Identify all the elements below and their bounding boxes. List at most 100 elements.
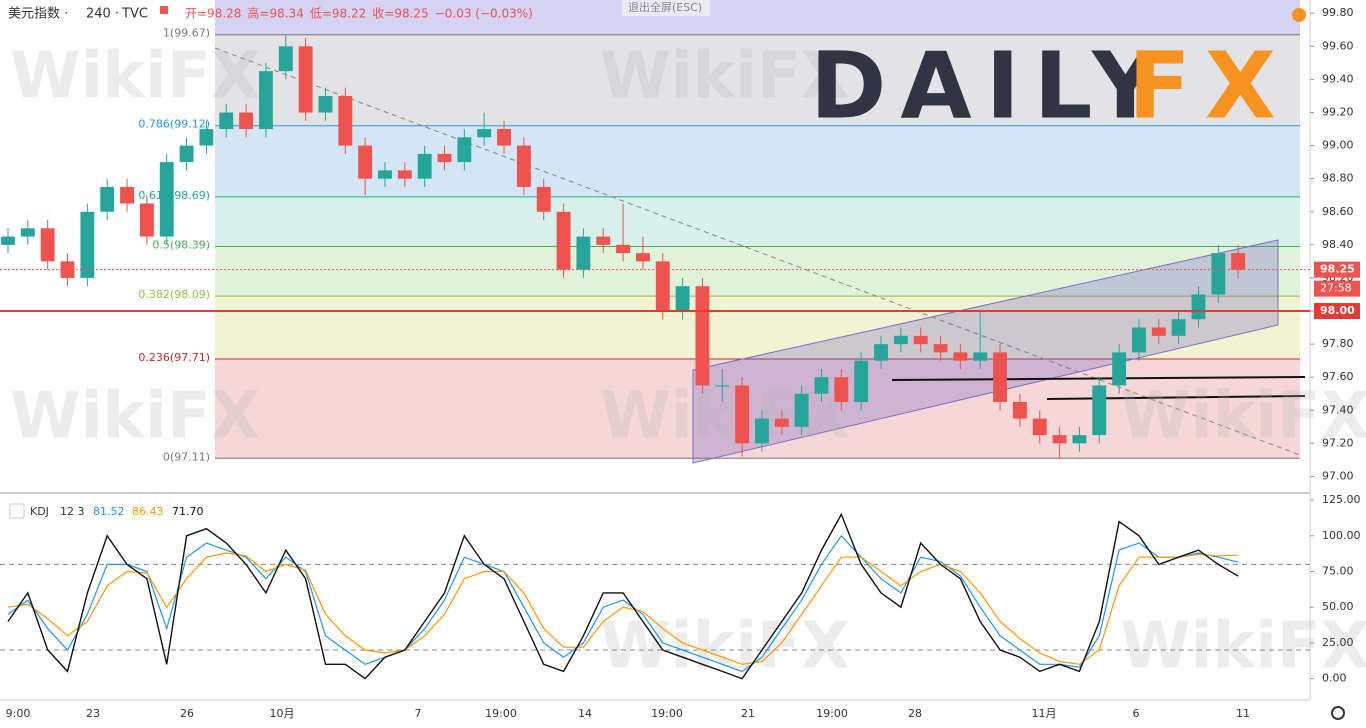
candle-body [1211, 253, 1226, 295]
exit-fullscreen[interactable]: 退出全屏(ESC) [628, 0, 702, 14]
candle-body [60, 261, 75, 278]
x-tick-label: 10月 [270, 707, 295, 720]
candle-body [774, 418, 789, 427]
fib-label: 0.5(98.39) [152, 239, 210, 252]
fib-label: 0.786(99.12) [138, 118, 210, 131]
candle-body [596, 236, 611, 245]
collapse-button[interactable] [9, 503, 25, 519]
candle-body [536, 186, 551, 212]
candle-body [1151, 327, 1166, 336]
fib-band [215, 196, 1300, 247]
candle-body [616, 244, 631, 254]
candle-body [258, 71, 273, 130]
candle-body [477, 129, 492, 138]
k-value: 81.52 [93, 505, 125, 518]
x-tick-label: 19:00 [816, 707, 848, 720]
candle-body [40, 228, 55, 262]
alert-icon[interactable] [1292, 8, 1306, 22]
y-tick-label: 97.20 [1322, 436, 1354, 449]
button[interactable] [622, 0, 710, 16]
watermark: WikiFX [600, 610, 850, 684]
candle-body [854, 360, 869, 403]
y-tick-label: 75.00 [1322, 565, 1354, 578]
y-tick-label: 99.80 [1322, 6, 1354, 19]
support-line [1046, 395, 1306, 400]
kdj-line [7, 552, 1239, 665]
candle-body [1132, 327, 1146, 353]
candle-body [199, 129, 214, 146]
y-tick-label: 99.20 [1322, 105, 1354, 118]
y-tick-label: 99.00 [1322, 139, 1354, 152]
y-tick-label: 99.60 [1322, 39, 1354, 52]
candle-body [239, 112, 254, 130]
candle-body [397, 170, 412, 179]
candle-body [993, 352, 1008, 403]
candle-body [80, 211, 95, 278]
candle-body [497, 129, 511, 146]
candle-body [695, 286, 710, 386]
countdown: 27:58 [1320, 282, 1352, 295]
candle-body [973, 352, 988, 361]
fib-band [215, 246, 1300, 297]
kdj-line [7, 512, 1239, 680]
candle-body [219, 112, 234, 130]
y-tick-label: 97.80 [1322, 337, 1354, 350]
y-tick-label: 100.00 [1322, 529, 1361, 542]
x-tick-label: 14 [578, 707, 592, 720]
x-tick-label: 21 [741, 707, 755, 720]
candle-body [874, 344, 888, 361]
fib-label: 1(99.67) [163, 27, 210, 40]
symbol: 美元指数 · [8, 7, 68, 22]
price-tag-label: 98.25 [1320, 263, 1355, 276]
candle-body [675, 286, 690, 312]
x-tick-label: 9:00 [6, 707, 31, 720]
y-tick-label: 98.80 [1322, 172, 1354, 185]
candle-body [893, 335, 908, 345]
watermark: WikiFX [10, 40, 260, 114]
candle-body [1032, 418, 1047, 436]
ohlc-text: 开=98.28 [185, 7, 241, 21]
candle-body [338, 95, 353, 146]
watermark: WikiFX [1120, 380, 1366, 454]
candle-body [378, 170, 392, 179]
x-tick-label: 23 [86, 707, 100, 720]
candle-body [179, 145, 194, 163]
candle-body [159, 162, 174, 237]
fib-label: 0.236(97.71) [138, 351, 210, 364]
watermark: WikiFX [600, 380, 850, 454]
candle-body [1231, 253, 1246, 270]
candle-body [1, 236, 15, 245]
support-line [891, 376, 1306, 381]
x-tick-label: 19:00 [651, 707, 683, 720]
y-tick-label: 125.00 [1322, 493, 1361, 506]
candle-body [417, 153, 432, 179]
y-tick-label: 50.00 [1322, 600, 1354, 613]
candle-body [655, 261, 670, 312]
candle-body [1191, 294, 1206, 320]
candle-body [437, 153, 452, 163]
j-value: 71.70 [172, 505, 204, 518]
candle-body [635, 253, 650, 262]
x-tick-label: 19:00 [485, 707, 517, 720]
candle-body [814, 377, 829, 394]
fib-band [215, 0, 1300, 35]
fib-label: 0.618(98.69) [138, 189, 210, 202]
channel [692, 239, 1279, 464]
candle-body [1092, 385, 1107, 436]
candle-body [576, 236, 591, 270]
candle-body [457, 137, 472, 163]
ohlc-text: 收=98.25 [372, 7, 428, 21]
y-tick-label: 97.00 [1322, 469, 1354, 482]
candle-body [1171, 319, 1186, 336]
icon [160, 6, 168, 14]
candle-body [100, 186, 115, 212]
candle-body [139, 203, 154, 237]
y-tick-label: 25.00 [1322, 636, 1354, 649]
candle-body [735, 385, 750, 444]
fib-label: 0(97.11) [163, 450, 210, 463]
watermark: WikiFX [600, 40, 850, 114]
candle-body [298, 46, 313, 113]
logo-fx: FX [1128, 32, 1290, 139]
settings-icon[interactable] [1331, 706, 1345, 720]
